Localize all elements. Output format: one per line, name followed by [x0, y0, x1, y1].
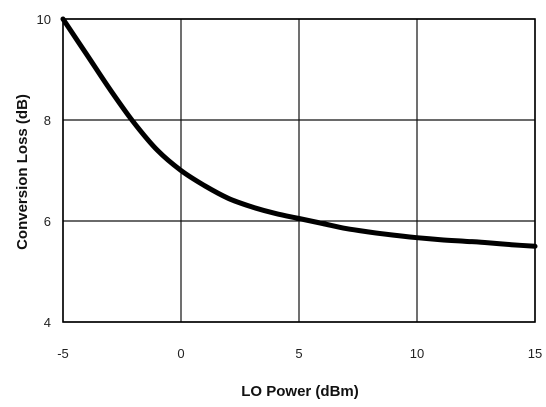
grid-lines	[62, 18, 536, 323]
x-tick-label-3: 10	[410, 346, 424, 361]
series-group	[60, 16, 538, 249]
x-tick-label-1: 0	[177, 346, 184, 361]
y-tick-labels: 4 6 8 10	[37, 12, 51, 330]
y-tick-label-1: 6	[44, 214, 51, 229]
series-line-0	[60, 16, 538, 249]
y-tick-label-2: 8	[44, 113, 51, 128]
x-tick-labels: -5 0 5 10 15	[57, 346, 542, 361]
plot-frame	[62, 18, 536, 323]
y-tick-label-0: 4	[44, 315, 51, 330]
y-axis-title: Conversion Loss (dB)	[14, 94, 31, 250]
x-axis-title: LO Power (dBm)	[241, 383, 359, 400]
axes	[62, 18, 536, 323]
x-tick-label-4: 15	[528, 346, 542, 361]
x-tick-label-0: -5	[57, 346, 69, 361]
x-tick-label-2: 5	[295, 346, 302, 361]
y-tick-label-3: 10	[37, 12, 51, 27]
